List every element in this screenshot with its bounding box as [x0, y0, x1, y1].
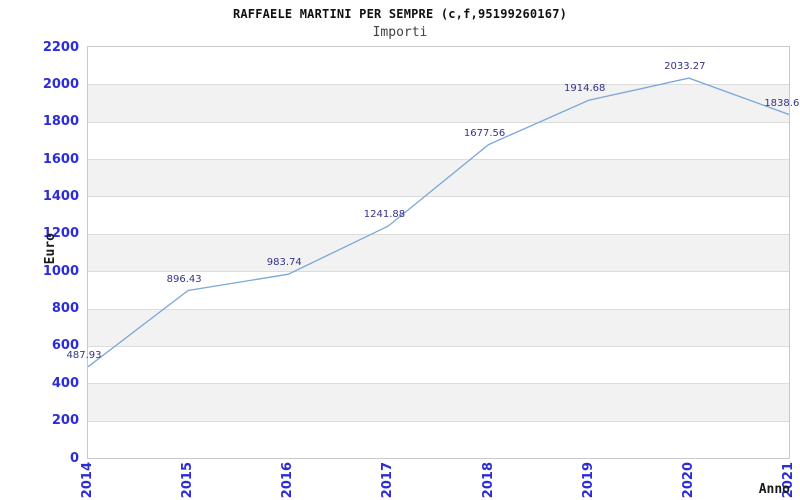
data-point-label: 487.93	[66, 349, 102, 361]
gridline	[88, 346, 789, 347]
x-tick-label: 2019	[580, 462, 596, 499]
chart-title: RAFFAELE MARTINI PER SEMPRE (c,f,9519926…	[232, 7, 568, 21]
y-axis-label: Euro	[43, 233, 58, 265]
y-tick-label: 1400	[42, 188, 79, 204]
grid-band	[88, 420, 789, 458]
data-point-label: 1241.88	[363, 208, 406, 220]
gridline	[88, 421, 789, 422]
data-point-label: 1677.56	[463, 127, 506, 139]
y-tick-label: 0	[69, 450, 79, 466]
trend-line	[87, 77, 790, 368]
data-point-label: 896.43	[166, 273, 202, 285]
y-tick-label: 1800	[42, 114, 79, 130]
gridline	[88, 84, 789, 85]
data-point-label: 2033.27	[664, 61, 706, 73]
y-tick-label: 800	[51, 301, 79, 317]
gridline	[88, 196, 789, 197]
plot-inner: 487.93 896.43 983.74 1241.88 1677.56 1914.68 2…	[67, 47, 800, 458]
x-tick-label: 2018	[480, 462, 496, 499]
trend-line-svg	[87, 77, 790, 368]
grid-band	[88, 383, 789, 421]
gridline	[88, 271, 789, 272]
x-tick-label: 2017	[380, 462, 396, 499]
chart-subtitle: Importi	[372, 25, 428, 40]
gridline	[88, 309, 789, 310]
grid-band	[88, 47, 789, 85]
grid-band	[88, 345, 789, 384]
grid-band	[88, 233, 789, 272]
gridline	[88, 159, 789, 160]
y-tick-label: 1600	[42, 151, 79, 167]
gridline	[88, 234, 789, 235]
y-tick-label: 600	[51, 338, 79, 354]
y-tick-label: 2200	[42, 39, 79, 55]
grid-band	[88, 159, 789, 197]
x-tick-label: 2015	[180, 462, 196, 499]
grid-band	[88, 84, 789, 122]
gridline	[88, 122, 789, 123]
y-tick-label: 1200	[42, 226, 79, 242]
data-point-label: 983.74	[266, 257, 302, 269]
grid-band	[88, 196, 789, 234]
plot-area: 487.93 896.43 983.74 1241.88 1677.56 1914.68 2…	[67, 46, 800, 459]
y-tick-label: 2000	[42, 76, 79, 92]
grid-band	[88, 271, 789, 309]
gridline	[88, 383, 789, 384]
data-point-label: 1914.68	[564, 83, 606, 95]
y-tick-label: 1000	[42, 263, 79, 279]
grid-band	[88, 121, 789, 160]
x-tick-label: 2020	[680, 462, 696, 499]
data-point-label: 1838.68	[764, 97, 800, 109]
y-tick-label: 400	[51, 375, 79, 391]
grid-band	[88, 308, 789, 346]
x-axis-label: Anno	[758, 482, 790, 497]
y-tick-label: 200	[51, 413, 79, 429]
x-tick-label: 2014	[80, 462, 95, 499]
x-tick-label: 2016	[280, 462, 296, 499]
